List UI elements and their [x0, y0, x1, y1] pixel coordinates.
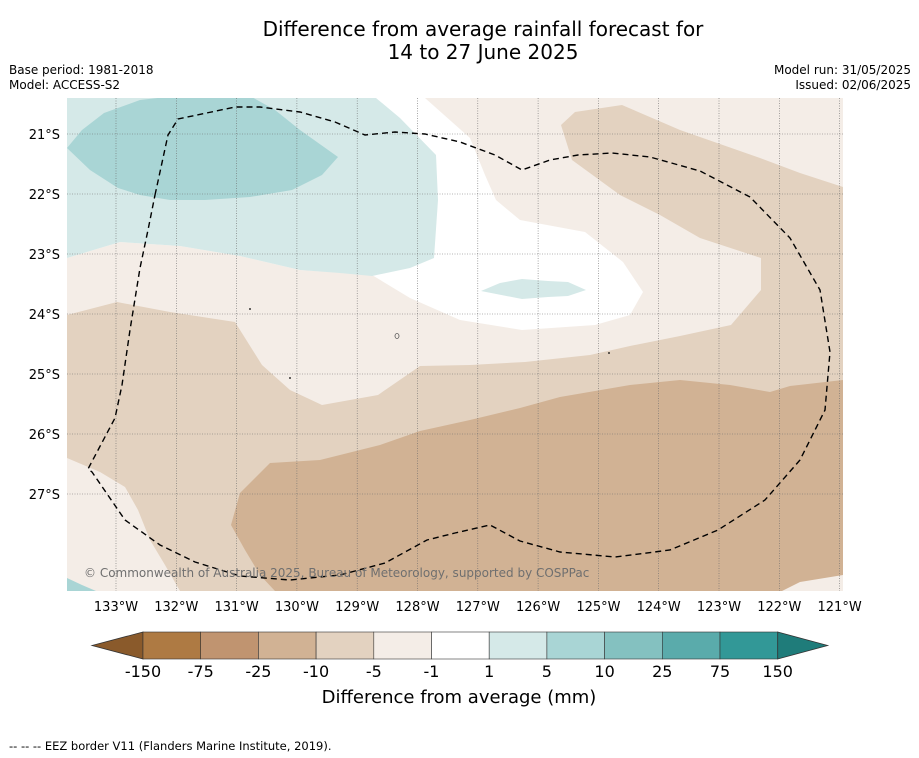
colorbar-segment: [604, 631, 663, 660]
colorbar-segment: [488, 631, 548, 660]
lon-label: 123°W: [697, 600, 741, 615]
zone-verylight-bottomright: [782, 575, 843, 591]
lon-label: 125°W: [576, 600, 620, 615]
title-line-2: 14 to 27 June 2025: [387, 40, 579, 64]
colorbar-tick-label: 75: [710, 662, 730, 681]
colorbar-tick-label: -75: [188, 662, 214, 681]
contour-dot: [289, 377, 291, 379]
graticule: [67, 98, 843, 591]
lat-label: 21°S: [29, 128, 60, 143]
colorbar-tick-label: 5: [542, 662, 552, 681]
lon-label: 130°W: [275, 600, 319, 615]
base-period: Base period: 1981-2018: [9, 63, 154, 77]
model-name: Model: ACCESS-S2: [9, 78, 121, 92]
colorbar-segment: [431, 631, 490, 660]
lon-label: 133°W: [94, 600, 138, 615]
chart-title: Difference from average rainfall forecas…: [0, 18, 919, 64]
contour-dot: [394, 333, 400, 339]
colorbar-tick-label: -5: [366, 662, 382, 681]
colorbar-tick-label: 25: [652, 662, 672, 681]
zone-teal-corner: [67, 578, 96, 591]
colorbar-segment: [200, 631, 259, 660]
lat-label: 23°S: [29, 248, 60, 263]
colorbar-segment: [315, 631, 375, 660]
model-run: Model run: 31/05/2025: [773, 63, 911, 77]
lon-label: 129°W: [335, 600, 379, 615]
colorbar-tick-label: -10: [303, 662, 329, 681]
lat-label: 25°S: [29, 368, 60, 383]
colorbar-tick-label: 150: [762, 662, 793, 681]
colorbar-segment: [546, 631, 605, 660]
colorbar-segment: [661, 631, 721, 660]
lat-label: 22°S: [29, 188, 60, 203]
issued-date: Issued: 02/06/2025: [795, 78, 911, 92]
colorbar-tick-label: 10: [594, 662, 614, 681]
lon-label: 124°W: [637, 600, 681, 615]
lat-label: 26°S: [29, 428, 60, 443]
lon-label: 128°W: [395, 600, 439, 615]
colorbar-tick-label: 1: [484, 662, 494, 681]
lat-label: 27°S: [29, 488, 60, 503]
lon-label: 127°W: [456, 600, 500, 615]
eez-border: [87, 106, 831, 581]
eez-footnote: -- -- -- EEZ border V11 (Flanders Marine…: [9, 739, 332, 753]
colorbar-arrow-high: [777, 631, 830, 660]
colorbar: [90, 631, 830, 660]
colorbar-label: Difference from average (mm): [322, 687, 597, 708]
zone-verylight-bottomleft: [67, 458, 180, 591]
colorbar-tick-label: -150: [125, 662, 161, 681]
copyright-text: © Commonwealth of Australia 2025, Bureau…: [84, 566, 589, 580]
lon-label: 126°W: [516, 600, 560, 615]
zone-island-teal: [481, 279, 586, 299]
title-line-1: Difference from average rainfall forecas…: [262, 17, 704, 41]
colorbar-ticks: -150 -75 -25 -10 -5 -1 1 5 10 25 75 150: [125, 662, 793, 681]
latitude-labels: 21°S 22°S 23°S 24°S 25°S 26°S 27°S: [29, 128, 60, 503]
zone-tan: [231, 380, 843, 591]
colorbar-segment: [373, 631, 432, 660]
lat-label: 24°S: [29, 308, 60, 323]
map-area: © Commonwealth of Australia 2025, Bureau…: [67, 98, 843, 591]
colorbar-tick-label: -1: [424, 662, 440, 681]
colorbar-tick-label: -25: [245, 662, 271, 681]
lon-label: 122°W: [757, 600, 801, 615]
colorbar-segment: [258, 631, 317, 660]
colorbar-segment: [719, 631, 779, 660]
meta-right: Model run: 31/05/2025 Issued: 02/06/2025: [774, 63, 911, 93]
lon-label: 131°W: [215, 600, 259, 615]
colorbar-segment: [142, 631, 202, 660]
colorbar-arrow-low: [90, 631, 144, 660]
contour-dot: [249, 308, 251, 310]
lon-label: 121°W: [818, 600, 862, 615]
lon-label: 132°W: [154, 600, 198, 615]
meta-left: Base period: 1981-2018 Model: ACCESS-S2: [9, 63, 154, 93]
contour-dot: [608, 352, 610, 354]
longitude-labels: 133°W 132°W 131°W 130°W 129°W 128°W 127°W 126°W…: [94, 600, 862, 615]
zone-teal: [67, 98, 338, 200]
